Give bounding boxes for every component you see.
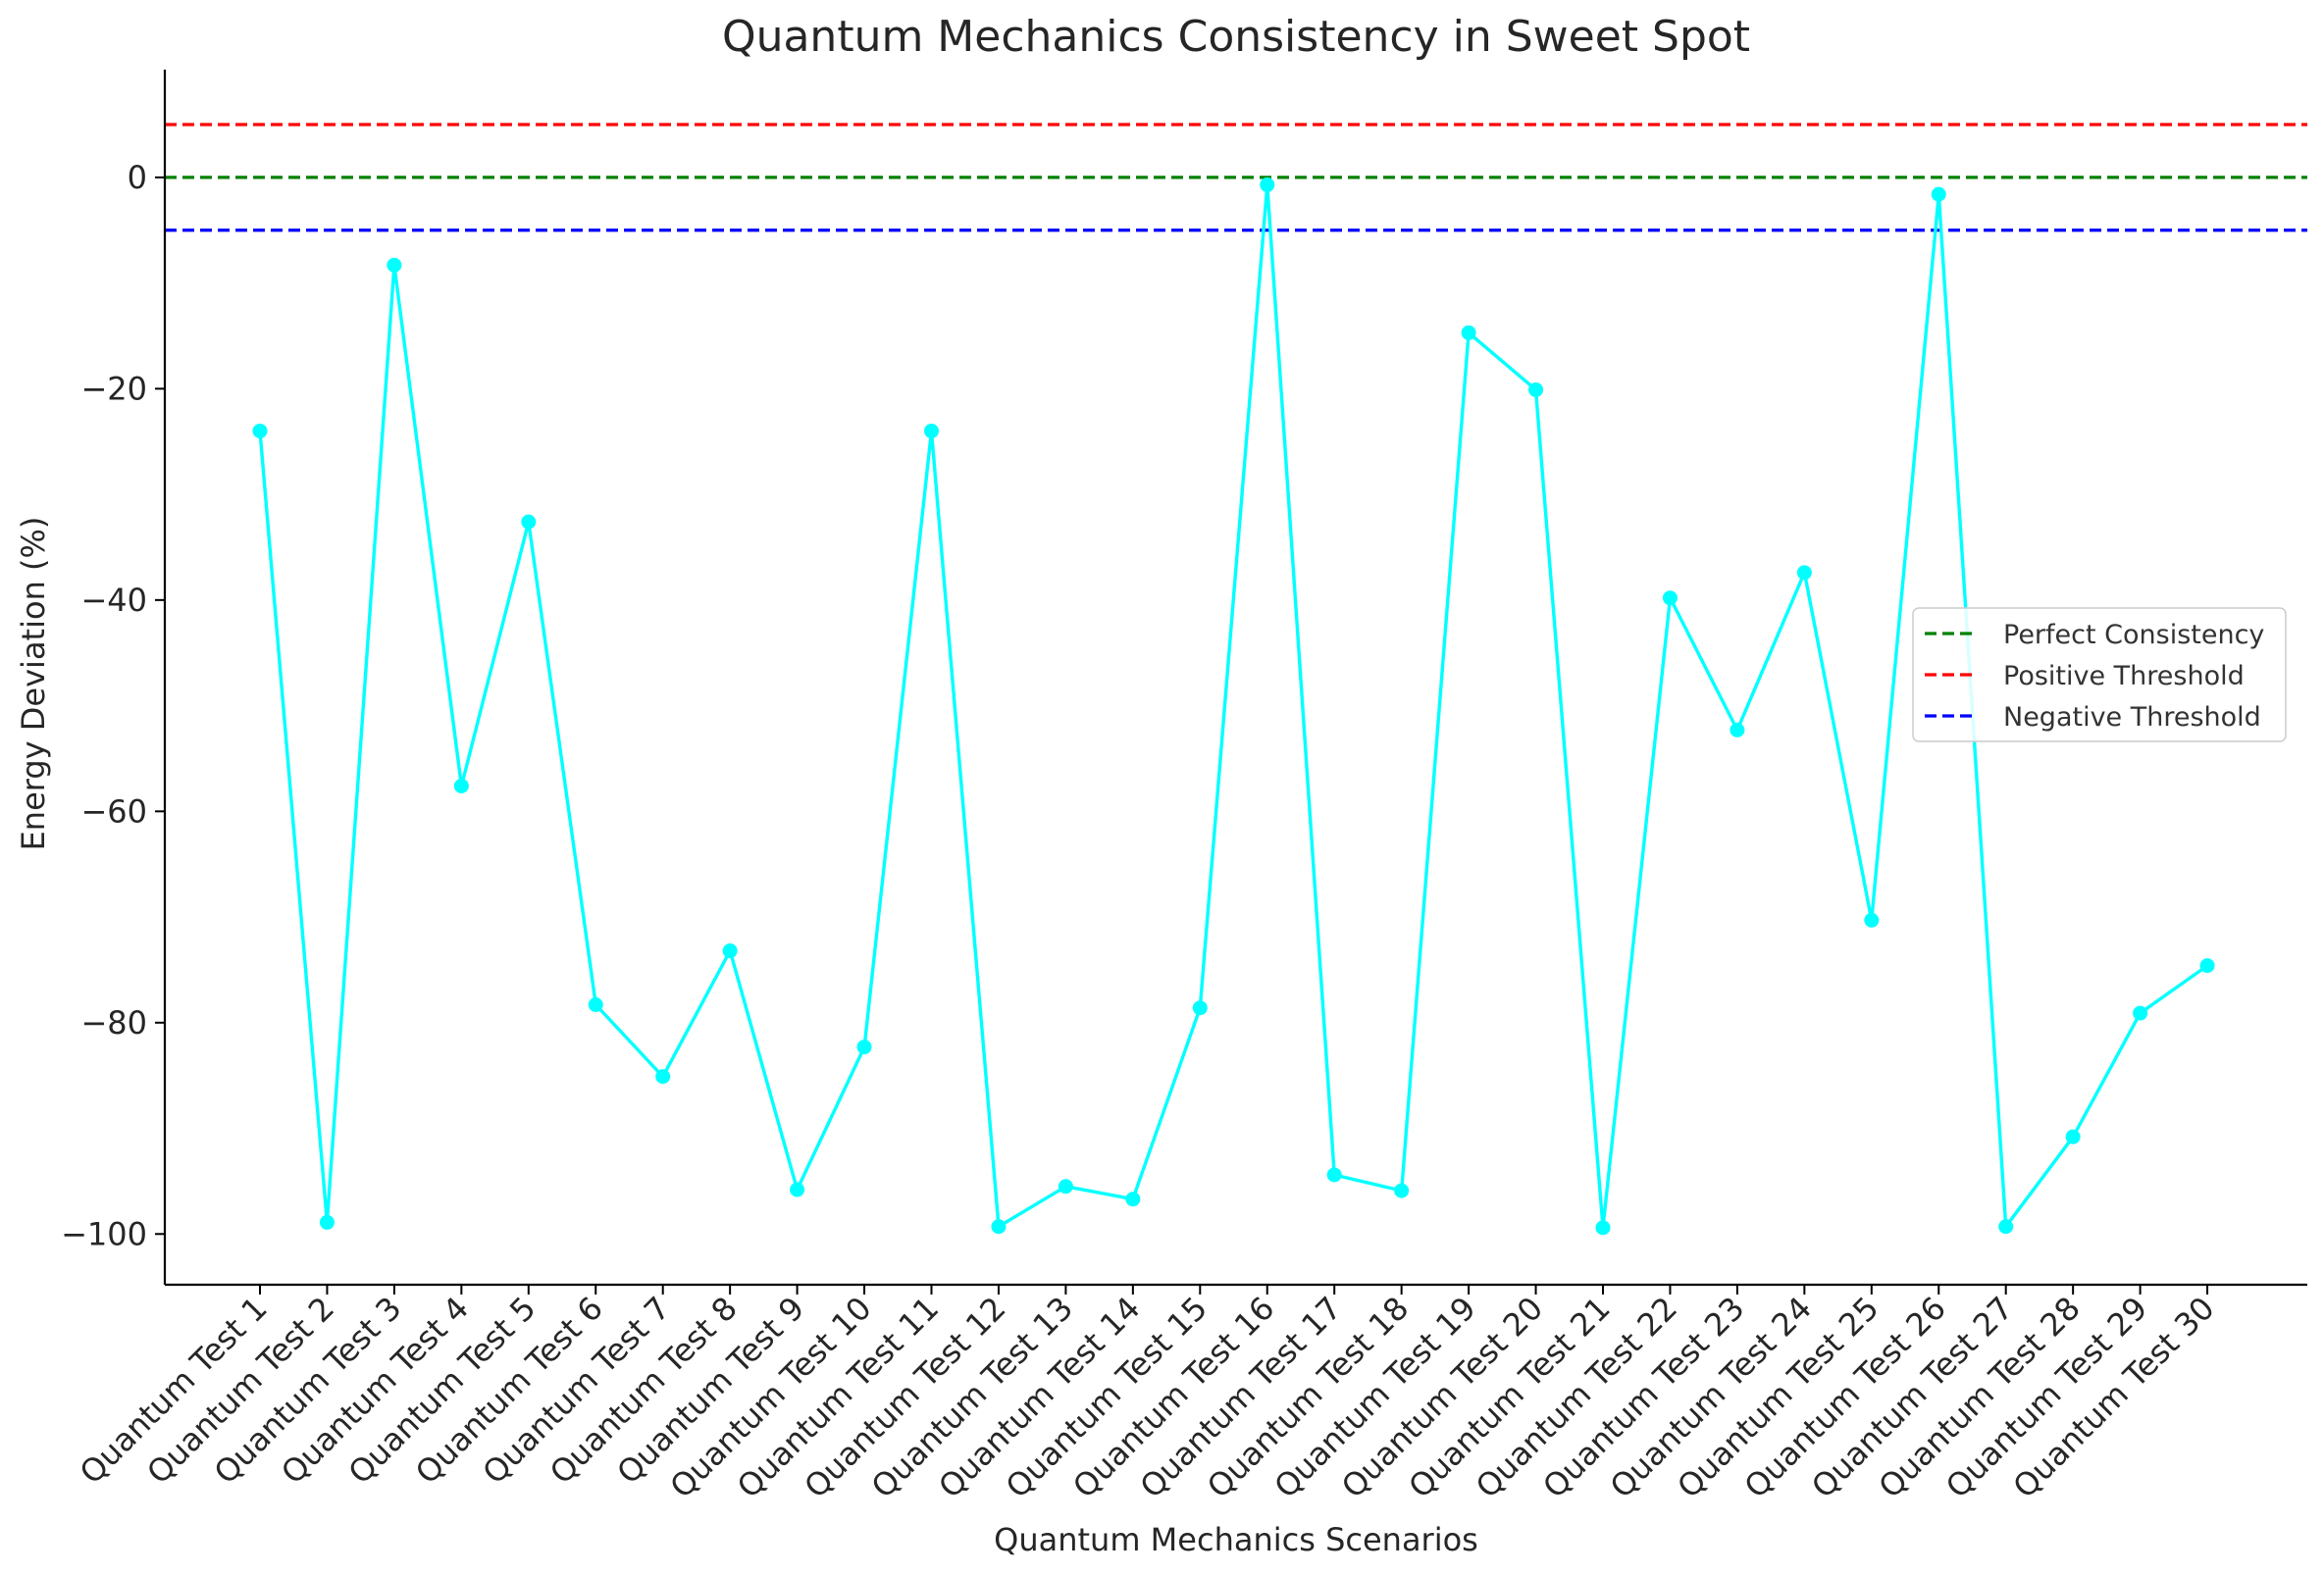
y-tick-label: −20: [80, 370, 147, 407]
data-point: [1394, 1183, 1410, 1198]
data-point: [924, 423, 939, 438]
data-point: [1595, 1220, 1611, 1236]
y-axis-label: Energy Deviation (%): [15, 517, 52, 851]
y-tick-label: −60: [80, 792, 147, 830]
data-point: [1058, 1179, 1073, 1194]
data-point: [722, 943, 738, 959]
data-point: [521, 514, 537, 530]
reference-lines: [165, 123, 2307, 232]
y-tick-label: 0: [128, 159, 147, 196]
legend-frame: [1912, 607, 2287, 742]
data-point: [655, 1069, 671, 1085]
y-ticks: 0 −20 −40 −60 −80 −100: [61, 159, 165, 1252]
data-point: [1326, 1167, 1342, 1183]
data-point: [1662, 590, 1678, 606]
data-point: [856, 1040, 872, 1055]
data-point: [2199, 958, 2215, 974]
legend-label: Positive Threshold: [2003, 661, 2245, 691]
data-point: [2133, 1005, 2148, 1021]
legend: Perfect Consistency Positive Threshold Neg…: [1912, 607, 2287, 742]
legend-label: Perfect Consistency: [2003, 620, 2264, 650]
data-point: [1192, 1000, 1208, 1016]
data-point: [1998, 1219, 2014, 1235]
data-point: [588, 996, 603, 1012]
data-point: [1461, 325, 1476, 340]
data-point: [453, 778, 469, 793]
axes: [163, 70, 2307, 1287]
data-point: [790, 1182, 805, 1197]
data-point: [1730, 722, 1745, 737]
x-axis-label: Quantum Mechanics Scenarios: [994, 1521, 1478, 1558]
data-point: [1528, 381, 1544, 397]
data-point: [1260, 177, 1275, 192]
legend-label: Negative Threshold: [2003, 702, 2261, 733]
chart-title: Quantum Mechanics Consistency in Sweet S…: [722, 12, 1750, 62]
y-tick-label: −80: [80, 1004, 147, 1042]
data-point: [2065, 1129, 2081, 1144]
data-point: [1864, 912, 1880, 928]
series-layer: [252, 177, 2215, 1236]
data-point: [1796, 565, 1812, 581]
data-point: [319, 1214, 335, 1230]
data-point: [252, 423, 268, 438]
y-tick-label: −100: [61, 1215, 147, 1252]
y-tick-label: −40: [80, 582, 147, 619]
series-line: [258, 182, 2209, 1230]
data-point: [387, 257, 402, 273]
data-point: [1125, 1192, 1141, 1207]
data-point: [991, 1219, 1007, 1235]
data-point: [1931, 186, 1946, 202]
